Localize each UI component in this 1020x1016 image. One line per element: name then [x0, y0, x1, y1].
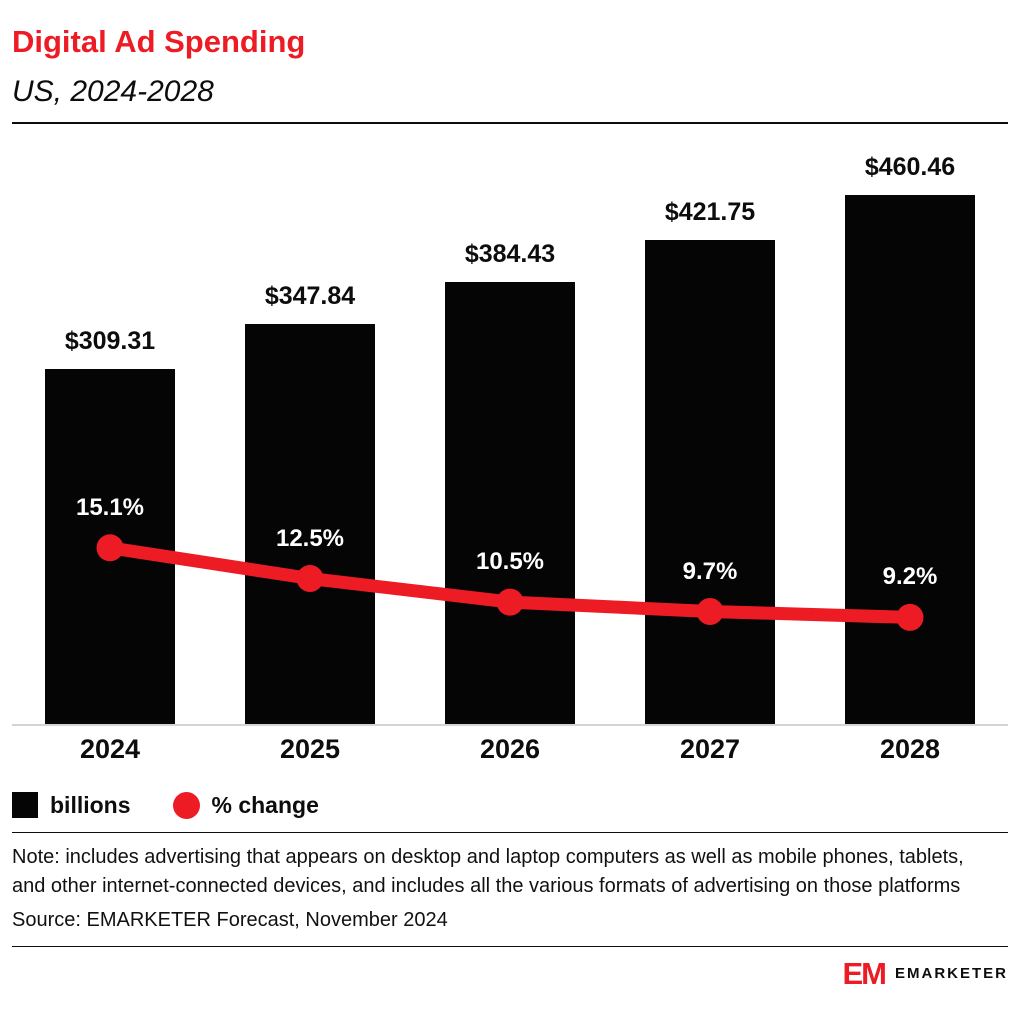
note-text: Note: includes advertising that appears …: [12, 846, 964, 897]
bars-legend-swatch-icon: [12, 792, 38, 818]
line-legend-label: % change: [211, 791, 319, 818]
bar-2027: [645, 239, 775, 724]
emarketer-logo-icon: EM: [842, 955, 886, 991]
footer: EM EMARKETER: [12, 954, 1008, 992]
bar-value-label: $460.46: [864, 153, 956, 181]
bar-value-label: $347.84: [264, 282, 356, 311]
brand-name: EMARKETER: [894, 964, 1008, 982]
pct-change-point: [96, 534, 124, 562]
header-divider: [12, 122, 1008, 124]
line-legend-dot-icon: [172, 791, 200, 819]
pct-change-point: [496, 588, 524, 616]
pct-change-label: 10.5%: [475, 548, 545, 576]
bar-value-label: $384.43: [464, 240, 556, 269]
x-axis-label-2025: 2025: [279, 734, 341, 764]
x-axis-label-2027: 2027: [679, 734, 741, 764]
legend: billions % change: [12, 790, 1008, 820]
x-axis-label-2026: 2026: [479, 734, 541, 764]
x-axis-label-2028: 2028: [879, 734, 941, 764]
pct-change-label: 12.5%: [275, 524, 345, 552]
pct-change-label: 15.1%: [75, 493, 145, 521]
bar-2026: [445, 282, 575, 724]
bar-value-label: $309.31: [64, 326, 156, 355]
source-text: Source: EMARKETER Forecast, November 202…: [12, 909, 448, 931]
chart-title: Digital Ad Spending: [12, 24, 306, 59]
legend-divider: [12, 832, 1008, 833]
bar-value-label: $421.75: [664, 197, 756, 226]
chart-subtitle: US, 2024-2028: [12, 75, 214, 108]
x-axis-labels: 2024 2025 2026 2027 2028: [12, 734, 1008, 774]
pct-change-point: [896, 603, 924, 631]
bar-2025: [245, 324, 375, 724]
bar-2028: [845, 195, 975, 724]
pct-change-label: 9.2%: [882, 563, 938, 591]
x-axis-label-2024: 2024: [79, 734, 141, 764]
bars-legend-label: billions: [50, 791, 131, 818]
pct-change-label: 9.7%: [682, 557, 738, 585]
pct-change-point: [696, 598, 724, 625]
footer-divider: [12, 946, 1008, 947]
bar-line-chart: $309.31 $347.84 $384.43 $421.75 $460.46 15.1%…: [12, 136, 1008, 726]
pct-change-line: [96, 534, 924, 631]
pct-change-point: [296, 565, 324, 592]
